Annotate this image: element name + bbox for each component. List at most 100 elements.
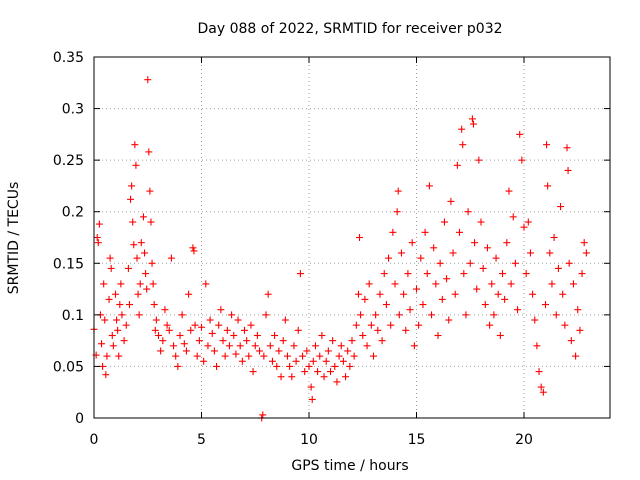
data-point [563,144,571,152]
data-point [108,331,116,339]
data-point [460,270,468,278]
data-point [118,311,126,319]
data-point [428,311,436,319]
data-point [141,249,149,257]
data-point [451,290,459,298]
data-point [425,182,433,190]
data-point [309,357,317,365]
data-point [361,295,369,303]
data-point [303,347,311,355]
data-point [208,329,216,337]
data-point [546,249,554,257]
data-point [578,270,586,278]
data-point [112,290,119,298]
data-point [524,218,532,226]
y-tick-label: 0.15 [53,256,84,272]
y-tick-label: 0.35 [53,50,84,66]
data-point [324,347,332,355]
data-point [483,244,491,252]
data-point [382,301,390,309]
data-point [346,362,354,370]
data-point [145,148,153,156]
data-point [423,270,431,278]
data-point [157,347,165,355]
data-point [102,371,110,379]
data-point [542,301,549,309]
data-point [394,187,402,195]
data-point [449,249,457,257]
data-point [202,280,210,288]
data-point [170,342,178,350]
data-point [256,347,264,355]
data-point [378,337,386,345]
data-point [421,228,429,236]
data-point [440,218,448,226]
data-point [98,340,106,348]
data-point [479,264,487,272]
data-point [554,264,562,272]
data-point [367,321,375,329]
data-point [193,352,201,360]
data-point [314,368,322,376]
data-point [131,141,139,149]
data-point [354,290,362,298]
data-point [490,311,498,319]
data-point [357,311,365,319]
data-point [406,306,414,314]
data-point [569,280,577,288]
data-point [228,311,236,319]
data-point [372,311,380,319]
data-point [273,362,281,370]
data-point [327,368,334,376]
plot-frame [93,56,611,419]
data-point [350,352,358,360]
data-point [359,331,367,339]
data-point [342,373,350,381]
data-point [464,208,472,216]
data-point [122,321,130,329]
data-point [565,259,573,267]
data-point [161,306,169,314]
data-point [475,156,483,164]
data-point [133,254,141,262]
data-point [436,259,444,267]
data-point [232,350,240,358]
data-point [356,234,364,241]
data-point [374,326,382,334]
data-point [311,342,319,350]
data-point [271,331,279,339]
data-point [308,395,316,403]
data-point [185,290,193,298]
data-point [488,280,496,288]
data-point [120,337,128,345]
data-point [445,316,453,324]
data-point [176,331,184,339]
data-point [337,342,345,350]
data-point [494,290,502,298]
data-point [128,182,136,190]
data-point [243,337,251,345]
data-point [387,321,395,329]
data-point [116,301,124,309]
data-point [430,244,438,252]
data-point [142,270,150,278]
data-point [539,388,547,396]
data-point [385,254,393,262]
data-point [143,285,151,293]
data-point [408,239,416,247]
data-point [499,270,506,278]
data-point [531,316,539,324]
data-point [443,275,451,283]
data-point [264,290,272,298]
data-point [182,347,190,355]
data-point [380,270,388,278]
data-point [159,337,167,345]
data-point [576,326,584,334]
axis-ticks [93,56,610,419]
data-point [543,141,551,149]
data-point [567,337,575,345]
data-point [402,326,410,334]
x-tick-labels: 0 5 10 15 20 [90,432,533,448]
data-point [404,270,412,278]
